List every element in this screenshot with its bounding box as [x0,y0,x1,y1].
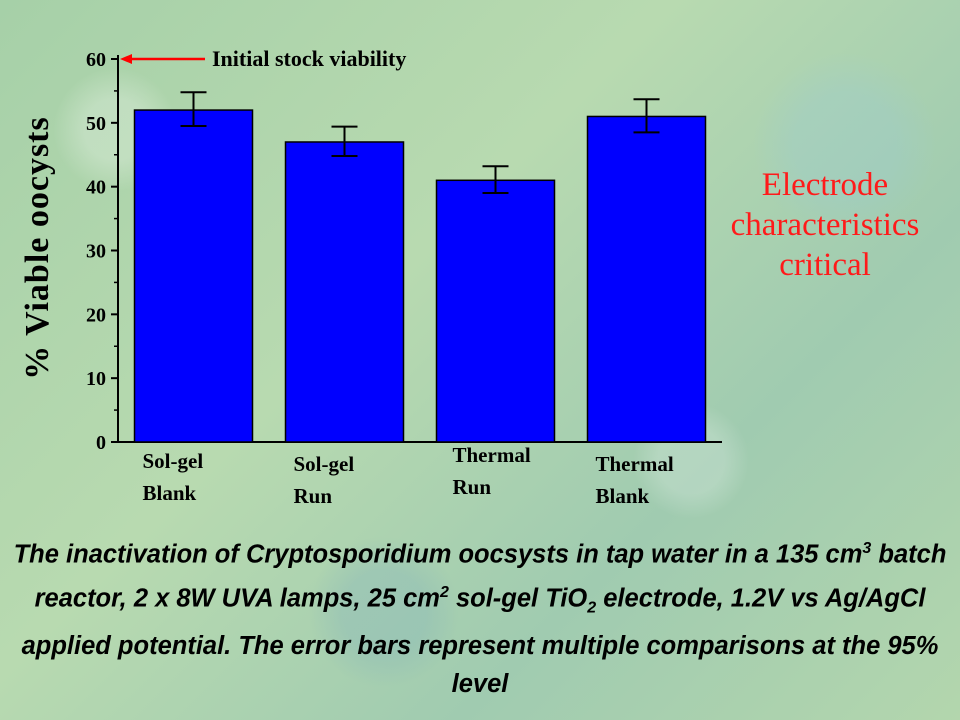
category-label-line-2: Run [453,475,492,499]
annotation-arrow-head [120,54,132,64]
y-tick-label: 60 [86,49,106,71]
caption-part-1: The inactivation of Cryptosporidium oocs… [13,540,863,569]
category-label-line-1: Thermal [596,452,674,476]
caption-sub-1: 2 [587,599,597,617]
category-label-line-2: Run [294,484,333,508]
category-label-line-1: Sol-gel [294,452,355,476]
caption-part-3: sol-gel TiO [448,584,588,612]
chart-labels: Sol-gel Blank Sol-gel Run Thermal Run Thermal B… [120,46,674,508]
side-note-line-1: Electrode [761,167,889,203]
bar [435,179,556,443]
caption-sup-1: 3 [862,540,872,557]
caption-sup-2: 2 [439,583,449,601]
y-tick-label: 30 [86,241,106,263]
figure-caption: The inactivation of Cryptosporidium oocs… [10,530,950,703]
category-label-line-2: Blank [596,484,650,508]
caption-part-4: electrode, 1.2V vs Ag/AgCl applied poten… [21,584,939,699]
category-label-line-1: Thermal [453,443,531,467]
y-tick-label: 0 [96,432,106,454]
side-note: Electrode characteristics critical [700,165,950,285]
bar [133,109,254,443]
caption-part-2: batch reactor, 2 x 8W UVA lamps, 25 cm [34,540,947,613]
category-label-line-1: Sol-gel [143,449,204,473]
y-tick-label: 20 [86,304,106,326]
y-tick-label: 50 [86,113,106,135]
side-note-line-3: critical [779,247,871,283]
y-tick-label: 40 [86,177,106,199]
bar [284,141,405,443]
y-axis-label: % Viable oocysts [19,116,56,379]
chart-bars [133,109,707,443]
category-label-line-2: Blank [143,481,197,505]
y-tick-label: 10 [86,368,106,390]
side-note-line-2: characteristics [730,207,920,243]
annotation-label: Initial stock viability [212,46,406,71]
bar-chart: 0 10 20 30 40 50 60 Sol-gel Blank Sol-gel Run Ther… [19,46,722,508]
bar [586,115,707,443]
chart-error-bars [180,91,660,195]
